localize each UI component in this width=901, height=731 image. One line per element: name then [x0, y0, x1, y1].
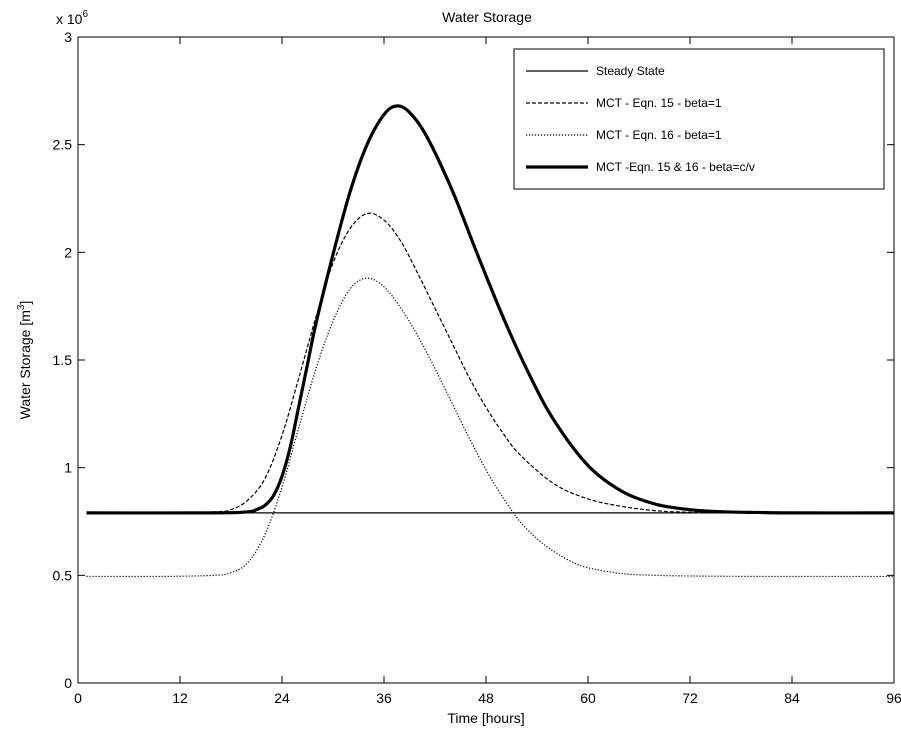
y-tick-label: 3 — [64, 29, 72, 45]
y-tick-label: 1.5 — [53, 352, 73, 368]
x-tick-label: 60 — [580, 690, 596, 706]
legend-label: Steady State — [596, 64, 665, 78]
y-axis-title: Water Storage [m3] — [16, 301, 33, 420]
ticks-layer: 0 12 24 36 48 60 72 84 96 0 0.5 1 1.5 2 2.5 3 — [53, 29, 901, 706]
legend-label: MCT -Eqn. 15 & 16 - beta=c/v — [596, 160, 755, 174]
x-tick-label: 84 — [784, 690, 800, 706]
legend-label: MCT - Eqn. 16 - beta=1 — [596, 128, 722, 142]
y-tick-label: 1 — [64, 460, 72, 476]
x-tick-label: 0 — [74, 690, 82, 706]
y-axis-exponent: x 106 — [56, 9, 88, 27]
y-axis-title-close: ] — [17, 301, 33, 305]
x-tick-label: 24 — [274, 690, 290, 706]
y-tick-label: 0 — [64, 675, 72, 691]
x-tick-label: 48 — [478, 690, 494, 706]
x-axis-title: Time [hours] — [447, 710, 524, 726]
y-tick-label: 2.5 — [53, 137, 73, 153]
series-eqn15-16-line — [86, 104, 895, 515]
x-tick-label: 96 — [886, 690, 901, 706]
legend: Steady State MCT - Eqn. 15 - beta=1 MCT - … — [513, 48, 885, 190]
y-axis-exponent-base: x 10 — [56, 11, 83, 27]
x-tick-label: 12 — [172, 690, 188, 706]
series-eqn16-line — [86, 277, 895, 578]
y-axis-title-main: Water Storage [m — [17, 310, 33, 419]
series-eqn15-line — [86, 212, 895, 514]
chart-title: Water Storage — [442, 9, 532, 25]
y-axis-exponent-power: 6 — [82, 9, 88, 20]
x-tick-label: 36 — [376, 690, 392, 706]
y-tick-label: 2 — [64, 244, 72, 260]
legend-label: MCT - Eqn. 15 - beta=1 — [596, 96, 722, 110]
x-tick-label: 72 — [682, 690, 698, 706]
y-tick-label: 0.5 — [53, 567, 73, 583]
series-layer — [86, 104, 895, 578]
y-axis-title-sup: 3 — [16, 304, 27, 310]
